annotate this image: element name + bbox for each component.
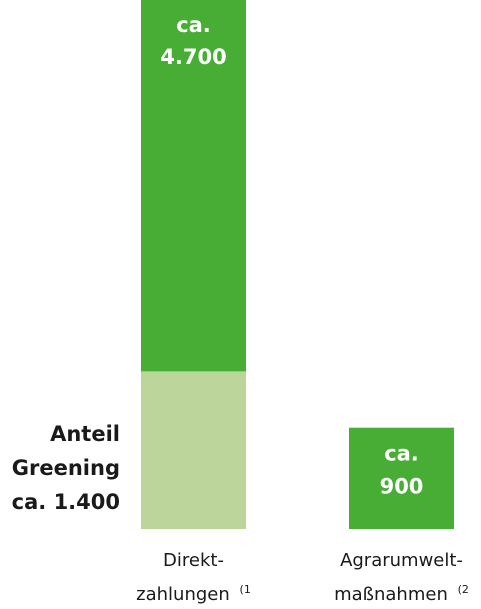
category-label-agrarumwelt-line2: maßnahmen (2: [334, 583, 469, 605]
category-label-direktzahlungen-line2: zahlungen (1: [136, 583, 251, 605]
category-label-direktzahlungen-text: zahlungen: [136, 584, 230, 605]
greening-label-line1: Anteil: [50, 422, 120, 446]
category-label-agrarumwelt-text: maßnahmen: [334, 584, 448, 605]
bar-agrarumwelt: [349, 427, 454, 529]
bar-label-direktzahlungen-line2: 4.700: [160, 45, 226, 69]
bar-direktzahlungen-base: [141, 0, 246, 372]
greening-label-line2: Greening: [12, 456, 120, 480]
bar-label-agrarumwelt-line1: ca.: [384, 442, 419, 466]
category-label-direktzahlungen-line1: Direkt-: [163, 550, 224, 571]
bar-label-agrarumwelt-line2: 900: [380, 475, 424, 499]
bar-direktzahlungen-greening: [141, 371, 246, 529]
category-label-agrarumwelt-line1: Agrarumwelt-: [340, 550, 463, 571]
bar-label-direktzahlungen-line1: ca.: [176, 13, 211, 37]
category-footnote-direktzahlungen: (1: [240, 583, 251, 596]
greening-label-line3: ca. 1.400: [12, 490, 120, 514]
category-footnote-agrarumwelt: (2: [458, 583, 469, 596]
